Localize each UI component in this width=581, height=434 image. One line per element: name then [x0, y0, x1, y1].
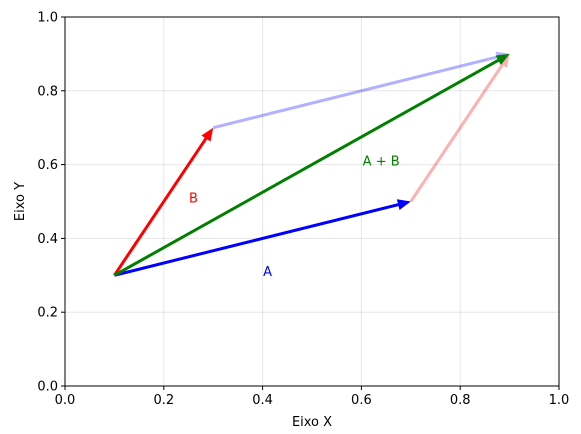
x-tick-label: 0.6	[351, 393, 372, 408]
vector-b-label: B	[189, 191, 198, 206]
vector-a-shaft	[114, 202, 400, 277]
vector-b-translated-shaft	[409, 63, 505, 203]
vector-a-plus-b	[113, 53, 510, 277]
y-tick-label: 1.0	[37, 11, 58, 26]
vector-a-translated-shaft	[212, 55, 499, 130]
y-tick-label: 0.8	[37, 84, 58, 99]
y-tick-label: 0.6	[37, 158, 58, 173]
x-tick-label: 1.0	[549, 393, 570, 408]
y-tick-label: 0.0	[37, 380, 58, 395]
x-tick-label: 0.8	[450, 393, 471, 408]
x-tick-label: 0.2	[153, 393, 174, 408]
y-axis-label: Eixo Y	[13, 182, 28, 221]
y-tick-label: 0.4	[37, 232, 58, 247]
vector-a-plus-b-arrowhead	[495, 53, 510, 66]
vector-a	[114, 199, 411, 277]
axis-ticks: 0.0 0.2 0.4 0.6 0.8 1.0 0.0 0.2 0.4 0.6 0.8 1.0	[37, 11, 569, 409]
x-axis-label: Eixo X	[292, 415, 332, 430]
vector-a-plus-b-shaft	[113, 58, 500, 277]
vector-a-plus-b-label: A + B	[363, 154, 400, 169]
vector-b-arrowhead	[201, 127, 214, 142]
vector-a-label: A	[263, 265, 272, 280]
vector-b	[113, 127, 214, 277]
vectors	[113, 51, 510, 277]
vector-b-shaft	[113, 136, 208, 277]
plot-frame	[64, 16, 560, 387]
x-tick-label: 0.4	[252, 393, 273, 408]
vector-a-arrowhead	[396, 199, 411, 210]
y-tick-label: 0.2	[37, 306, 58, 321]
x-tick-label: 0.0	[55, 393, 76, 408]
vector-labels: A B A + B	[189, 154, 400, 280]
